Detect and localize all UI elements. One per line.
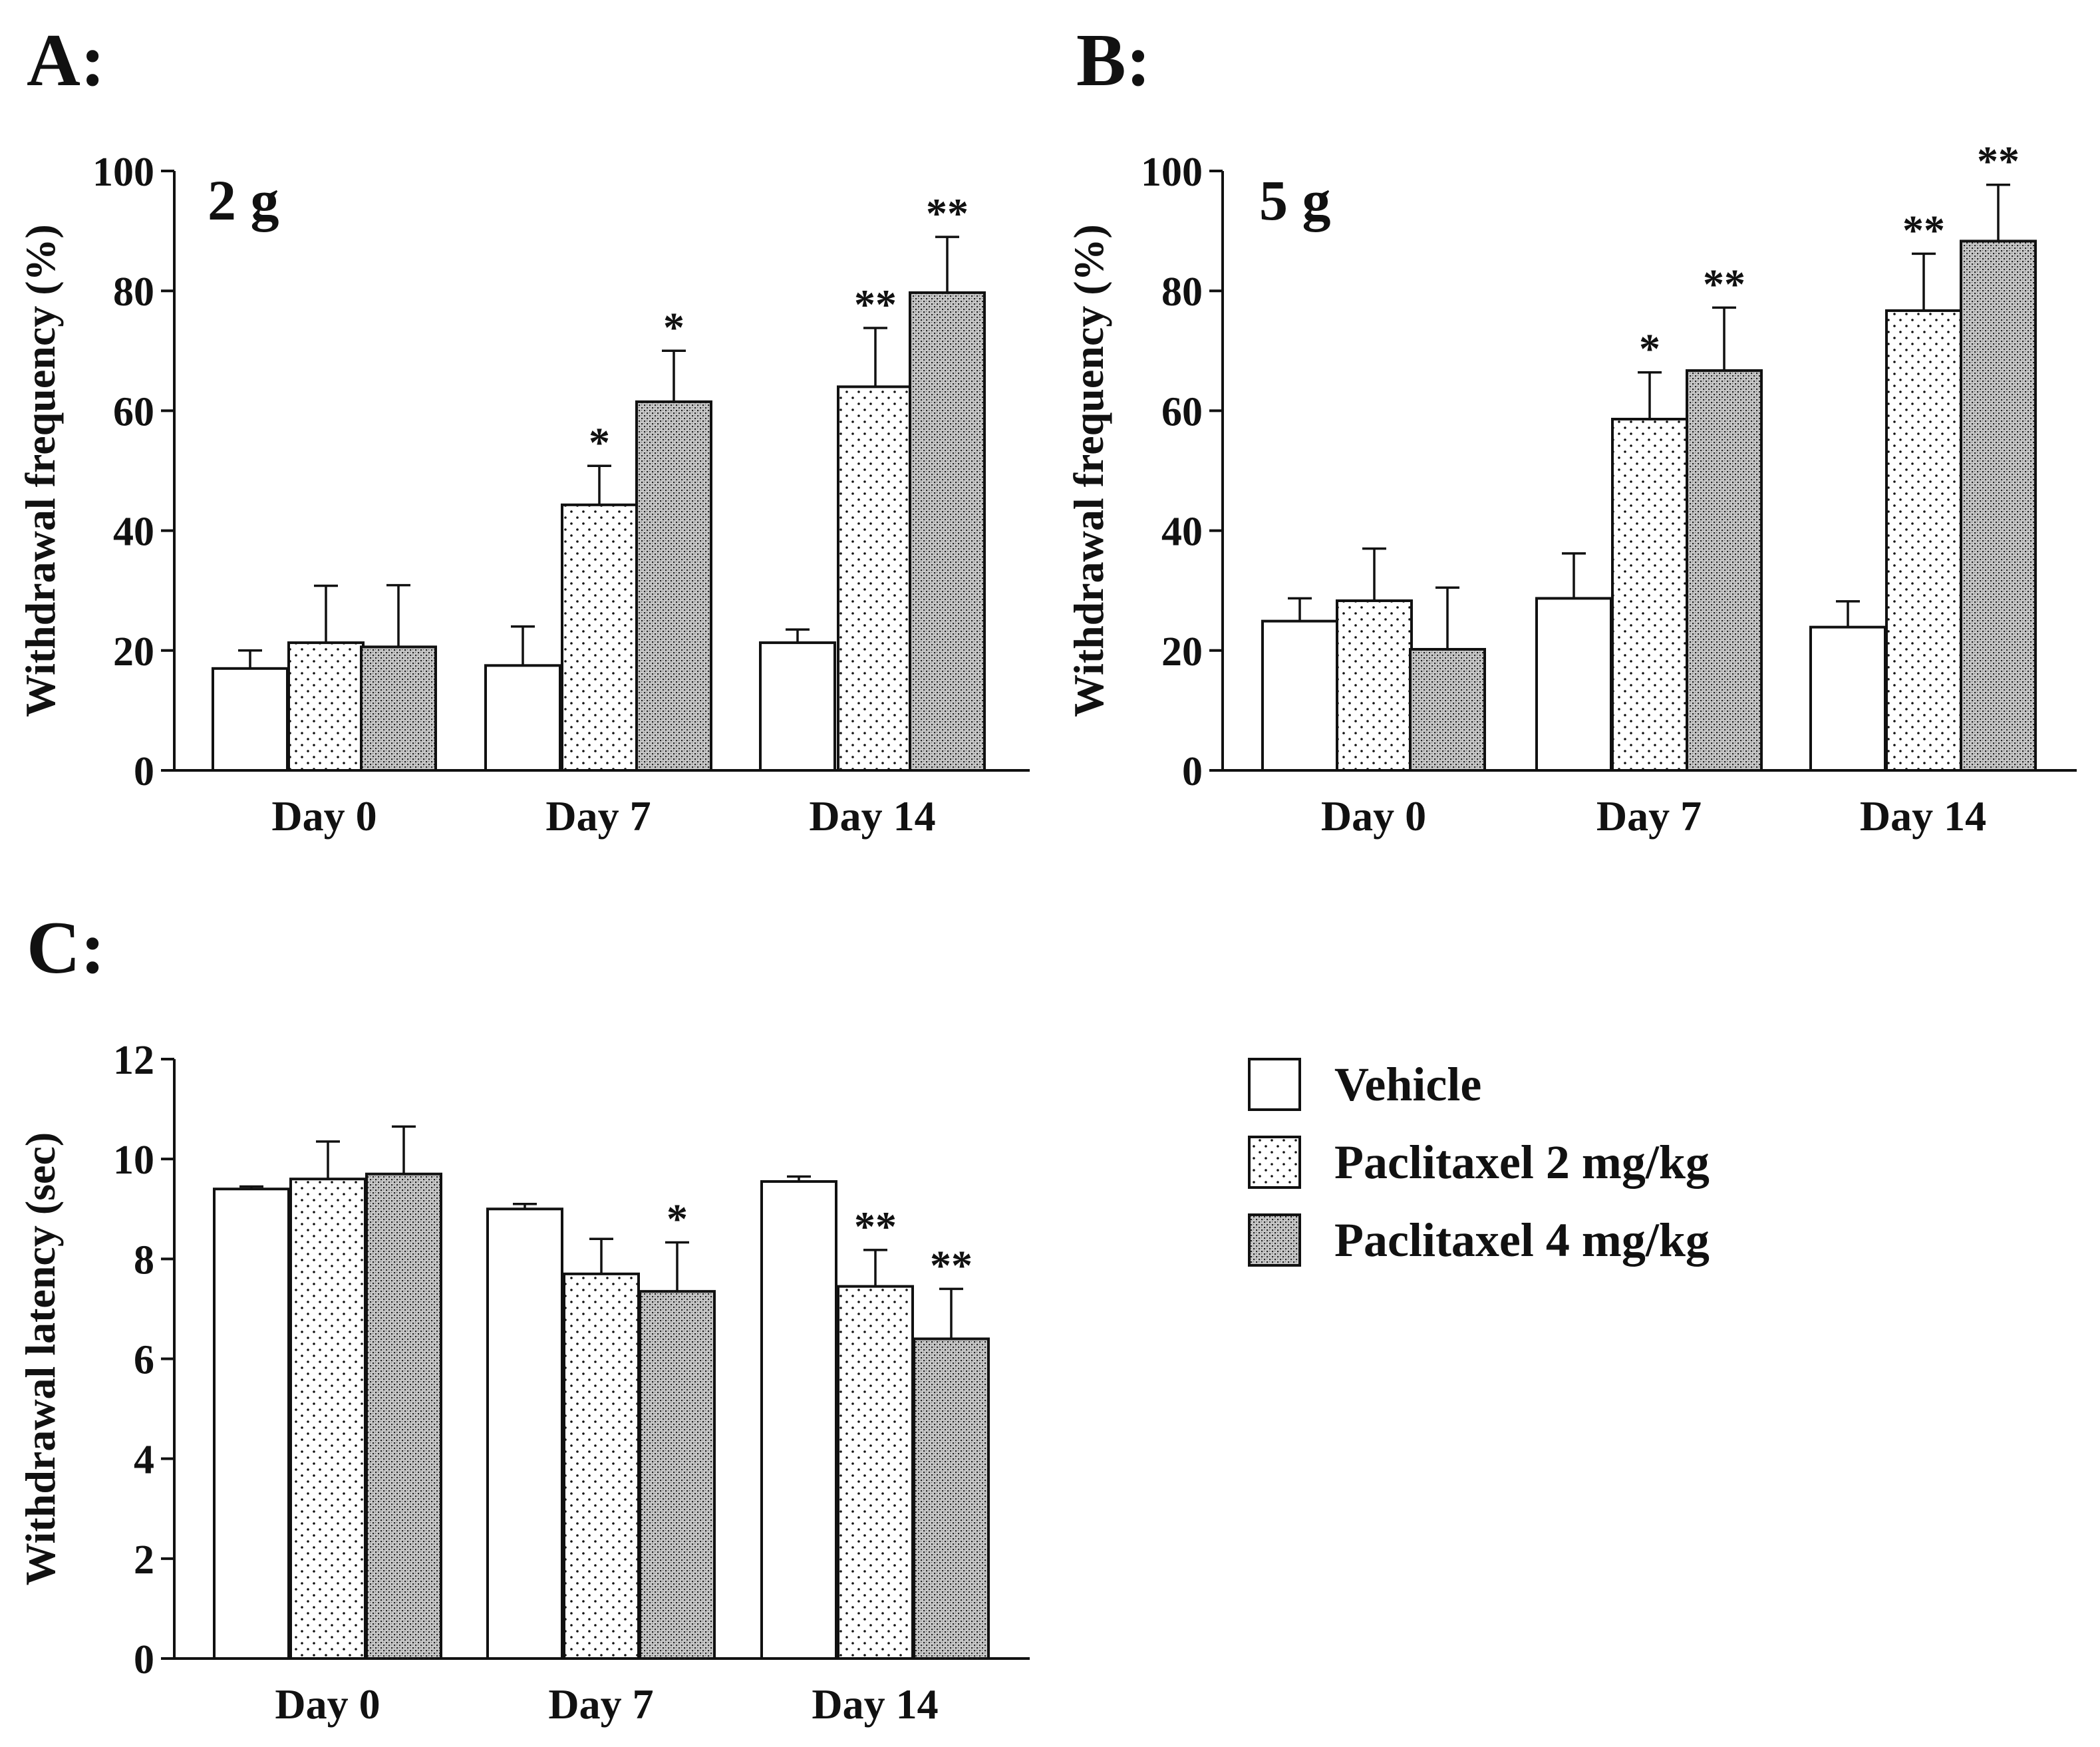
- y-tick-label: 40: [113, 510, 154, 555]
- bar-2-0: [759, 641, 836, 772]
- significance-marker: *: [589, 418, 610, 466]
- significance-marker: **: [1703, 260, 1745, 307]
- bar-0-2: [360, 645, 437, 772]
- panel-inset-label: 2 g: [208, 168, 279, 232]
- y-tick-label: 8: [134, 1237, 154, 1283]
- significance-marker: *: [667, 1195, 688, 1243]
- y-axis-title: Withdrawal frequency (%): [17, 224, 64, 717]
- bar-0-1: [289, 1178, 367, 1660]
- y-tick-label: 2: [134, 1537, 154, 1583]
- significance-marker: **: [854, 1203, 897, 1250]
- bar-0-0: [212, 667, 289, 772]
- x-category-label: Day 7: [548, 1680, 653, 1728]
- bar-0-1: [1336, 599, 1413, 772]
- legend: Vehicle Paclitaxel 2 mg/kg Paclitaxel 4 mg…: [1248, 1058, 1710, 1267]
- y-tick-label: 20: [113, 629, 154, 675]
- y-tick-label: 20: [1161, 629, 1203, 675]
- x-category-label: Day 14: [1860, 792, 1986, 840]
- bar-1-1: [561, 503, 638, 772]
- bar-1-2: [1686, 369, 1763, 772]
- y-tick-label: 4: [134, 1438, 154, 1483]
- y-tick-label: 0: [134, 1637, 154, 1682]
- bar-2-2: [1960, 239, 2037, 772]
- y-tick-label: 10: [113, 1138, 154, 1183]
- significance-marker: **: [1977, 138, 2020, 185]
- bar-2-2: [909, 291, 986, 772]
- legend-swatch-2: [1248, 1213, 1301, 1267]
- bar-2-1: [837, 1285, 914, 1660]
- x-category-label: Day 0: [271, 792, 376, 840]
- bar-0-0: [1261, 619, 1338, 772]
- legend-swatch-1: [1248, 1136, 1301, 1189]
- x-category-label: Day 0: [1321, 792, 1426, 840]
- y-tick-label: 80: [113, 269, 154, 315]
- panel-label: C:: [27, 907, 105, 989]
- y-tick-label: 6: [134, 1338, 154, 1383]
- y-tick-label: 0: [1182, 749, 1203, 794]
- x-category-label: Day 0: [275, 1680, 380, 1728]
- y-tick-label: 60: [1161, 389, 1203, 434]
- significance-marker: **: [926, 190, 969, 237]
- bar-2-0: [760, 1180, 837, 1661]
- bar-2-0: [1809, 625, 1886, 772]
- y-tick-label: 100: [92, 150, 154, 195]
- panel-label: B:: [1076, 19, 1151, 102]
- significance-marker: *: [663, 303, 684, 351]
- legend-label-0: Vehicle: [1334, 1058, 1481, 1111]
- y-tick-label: 80: [1161, 269, 1203, 315]
- x-category-label: Day 14: [809, 792, 935, 840]
- y-axis-title: Withdrawal latency (sec): [17, 1132, 64, 1585]
- y-tick-label: 12: [113, 1038, 154, 1083]
- significance-marker: **: [930, 1241, 973, 1289]
- bar-1-0: [1535, 597, 1612, 772]
- panel-inset-label: 5 g: [1259, 168, 1331, 232]
- x-category-label: Day 7: [1596, 792, 1702, 840]
- legend-label-1: Paclitaxel 2 mg/kg: [1334, 1136, 1710, 1189]
- significance-marker: **: [854, 281, 897, 328]
- significance-marker: **: [1902, 206, 1945, 253]
- bar-1-0: [484, 664, 561, 772]
- y-tick-label: 60: [113, 389, 154, 434]
- significance-marker: *: [1639, 325, 1660, 373]
- chart-panel-c: C: 0 2 4 6 8 10 12 Withdrawal latency (sec) Day 0…: [17, 907, 1030, 1728]
- bar-2-1: [1885, 309, 1962, 772]
- chart-panel-b: B: 5 g 0 20 40 60 80 100 Withdrawal frequency (%…: [1065, 19, 2077, 840]
- bar-2-2: [913, 1337, 990, 1660]
- bar-2-1: [837, 385, 914, 772]
- y-axis-title: Withdrawal frequency (%): [1065, 224, 1112, 717]
- x-category-label: Day 14: [812, 1680, 938, 1728]
- panel-label: A:: [27, 19, 105, 102]
- bar-1-1: [563, 1272, 640, 1660]
- bar-0-0: [213, 1188, 290, 1660]
- bar-1-1: [1611, 418, 1688, 772]
- bar-0-1: [287, 641, 365, 772]
- bar-0-2: [365, 1172, 442, 1660]
- y-tick-label: 0: [134, 749, 154, 794]
- legend-swatch-0: [1248, 1058, 1301, 1111]
- y-tick-label: 40: [1161, 510, 1203, 555]
- x-category-label: Day 7: [545, 792, 651, 840]
- bar-1-2: [635, 400, 712, 772]
- bar-1-2: [639, 1290, 716, 1660]
- y-tick-label: 100: [1141, 150, 1203, 195]
- chart-panel-a: A: 2 g 0 20 40 60 80 100 Withdrawal frequency (%…: [17, 19, 1030, 840]
- bar-1-0: [486, 1207, 563, 1660]
- legend-label-2: Paclitaxel 4 mg/kg: [1334, 1213, 1710, 1267]
- bar-0-2: [1409, 647, 1486, 772]
